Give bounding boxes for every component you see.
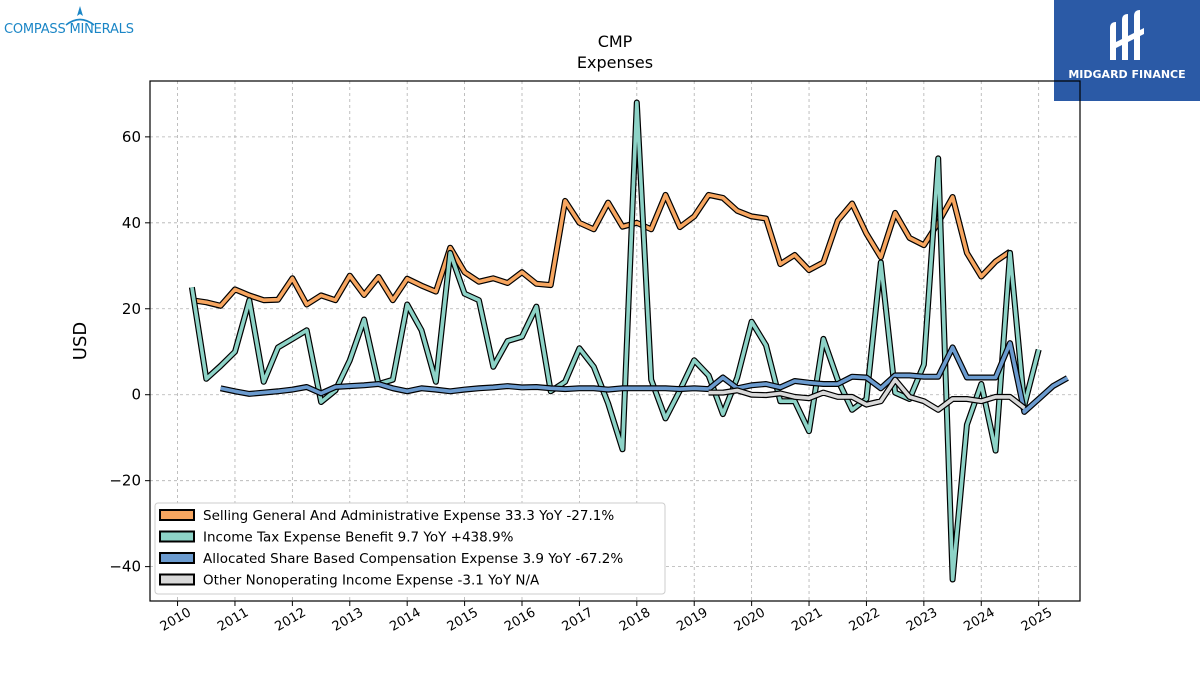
x-tick-label: 2011 bbox=[215, 605, 251, 635]
x-axis: 2010 2011 2012 2013 2014 2015 2016 2017 2018 2019… bbox=[158, 601, 1055, 635]
legend-box bbox=[154, 502, 666, 595]
x-tick-label: 2021 bbox=[789, 605, 825, 635]
legend-swatch bbox=[159, 530, 195, 543]
series-lines bbox=[188, 99, 1069, 583]
x-tick-label: 2016 bbox=[502, 605, 538, 635]
x-tick-label: 2019 bbox=[674, 605, 710, 635]
series-line bbox=[708, 377, 1026, 412]
x-tick-label: 2014 bbox=[387, 605, 423, 635]
midgard-finance-logo: MIDGARD FINANCE bbox=[1054, 0, 1200, 101]
series-2 bbox=[219, 340, 1069, 415]
y-tick-label: −20 bbox=[109, 472, 141, 490]
y-tick-label: 0 bbox=[131, 386, 141, 404]
x-tick-label: 2010 bbox=[158, 605, 194, 635]
series-line-outline bbox=[219, 340, 1069, 415]
x-tick-label: 2025 bbox=[1019, 605, 1055, 635]
legend: Selling General And Administrative Expen… bbox=[154, 502, 666, 595]
series-1 bbox=[188, 99, 1042, 583]
y-tick-label: 20 bbox=[122, 300, 141, 318]
x-tick-label: 2017 bbox=[560, 605, 596, 635]
compass-minerals-logo: COMPASS MINERALS bbox=[4, 6, 154, 52]
plot-frame bbox=[149, 80, 1081, 602]
grid-lines bbox=[150, 81, 1080, 601]
x-tick-label: 2018 bbox=[617, 605, 653, 635]
x-tick-label: 2023 bbox=[904, 605, 940, 635]
x-tick-label: 2024 bbox=[961, 605, 997, 635]
y-axis: −40 −20 0 20 40 60 bbox=[109, 128, 150, 576]
x-tick-label: 2022 bbox=[847, 605, 883, 635]
legend-label: Income Tax Expense Benefit 9.7 YoY +438.… bbox=[203, 530, 514, 546]
legend-label: Allocated Share Based Compensation Expen… bbox=[203, 551, 623, 567]
legend-swatch bbox=[159, 552, 195, 564]
legend-label: Selling General And Administrative Expen… bbox=[203, 508, 614, 524]
series-line-outline bbox=[191, 191, 1012, 309]
midgard-finance-wordmark: MIDGARD FINANCE bbox=[1068, 68, 1186, 81]
x-tick-label: 2020 bbox=[732, 605, 768, 635]
midgard-m-icon bbox=[1110, 10, 1144, 60]
y-tick-label: −40 bbox=[109, 558, 141, 576]
series-0 bbox=[191, 191, 1012, 309]
legend-swatch bbox=[159, 509, 195, 521]
compass-minerals-wordmark: COMPASS MINERALS bbox=[4, 22, 134, 37]
chart-title: CMP bbox=[598, 32, 633, 51]
series-line bbox=[220, 341, 1069, 414]
y-tick-label: 40 bbox=[122, 214, 141, 232]
x-tick-label: 2015 bbox=[445, 605, 481, 635]
x-tick-label: 2013 bbox=[330, 605, 366, 635]
legend-label: Other Nonoperating Income Expense -3.1 Y… bbox=[203, 573, 540, 589]
compass-star-icon bbox=[65, 6, 95, 26]
legend-swatch bbox=[159, 573, 195, 586]
series-3 bbox=[708, 376, 1027, 413]
chart-subtitle: Expenses bbox=[577, 53, 653, 72]
y-tick-label: 60 bbox=[122, 128, 141, 146]
series-line bbox=[190, 100, 1041, 582]
x-tick-label: 2012 bbox=[273, 605, 309, 635]
series-line bbox=[191, 193, 1012, 308]
y-axis-label: USD bbox=[70, 322, 91, 360]
